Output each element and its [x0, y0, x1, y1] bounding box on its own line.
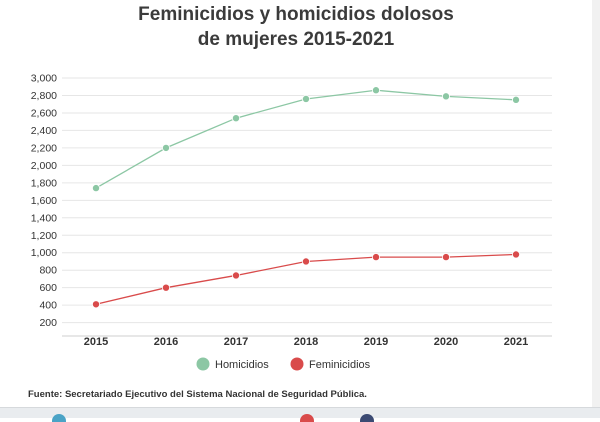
x-tick-label: 2019 — [364, 336, 388, 348]
x-tick-label: 2018 — [294, 336, 318, 348]
data-point-homicidios — [231, 114, 240, 123]
y-tick-label: 200 — [39, 317, 57, 329]
y-tick-label: 800 — [39, 265, 57, 277]
x-tick-label: 2015 — [84, 336, 108, 348]
scrollbar[interactable] — [592, 0, 600, 418]
data-point-feminicidios — [371, 253, 380, 262]
source-note: Fuente: Secretariado Ejecutivo del Siste… — [28, 389, 367, 400]
data-point-feminicidios — [161, 283, 170, 292]
toolbar-icon[interactable] — [52, 414, 66, 422]
y-tick-label: 3,000 — [31, 73, 57, 85]
data-point-feminicidios — [512, 250, 521, 259]
x-tick-label: 2016 — [154, 336, 178, 348]
y-tick-label: 2,800 — [31, 90, 57, 102]
data-point-feminicidios — [231, 271, 240, 280]
chart-title: Feminicidios y homicidios dolosos de muj… — [0, 2, 592, 52]
y-tick-label: 2,400 — [31, 125, 57, 137]
data-point-homicidios — [441, 92, 450, 101]
data-point-homicidios — [301, 94, 310, 103]
y-tick-label: 1,400 — [31, 212, 57, 224]
series-line-homicidios — [95, 89, 517, 189]
legend-marker-feminicidios — [290, 357, 304, 371]
legend-label-feminicidios: Feminicidios — [309, 359, 371, 371]
y-tick-label: 1,000 — [31, 247, 57, 259]
chart-title-line2: de mujeres 2015-2021 — [197, 29, 395, 50]
data-point-homicidios — [371, 86, 380, 95]
data-point-feminicidios — [441, 253, 450, 262]
y-tick-label: 400 — [39, 300, 57, 312]
y-tick-label: 1,800 — [31, 177, 57, 189]
x-tick-label: 2017 — [224, 336, 248, 348]
y-tick-label: 1,200 — [31, 230, 57, 242]
line-chart: 200 400 600 800 1,000 1,200 1,400 1,600 1,800 2,0… — [31, 73, 552, 371]
x-tick-label: 2021 — [504, 336, 528, 348]
y-tick-label: 600 — [39, 282, 57, 294]
y-tick-label: 2,200 — [31, 142, 57, 154]
y-tick-label: 2,600 — [31, 107, 57, 119]
x-tick-label: 2020 — [434, 336, 458, 348]
legend-marker-homicidios — [196, 357, 210, 371]
data-point-feminicidios — [301, 257, 310, 266]
chart-title-line1: Feminicidios y homicidios dolosos — [138, 4, 454, 25]
data-point-feminicidios — [92, 300, 101, 309]
toolbar-icon[interactable] — [300, 414, 314, 422]
data-point-homicidios — [92, 184, 101, 193]
legend-label-homicidios: Homicidios — [215, 359, 269, 371]
y-tick-label: 2,000 — [31, 160, 57, 172]
data-point-homicidios — [161, 143, 170, 152]
toolbar-icon[interactable] — [360, 414, 374, 422]
data-point-homicidios — [512, 95, 521, 104]
bottom-toolbar — [0, 407, 600, 422]
y-tick-label: 1,600 — [31, 195, 57, 207]
